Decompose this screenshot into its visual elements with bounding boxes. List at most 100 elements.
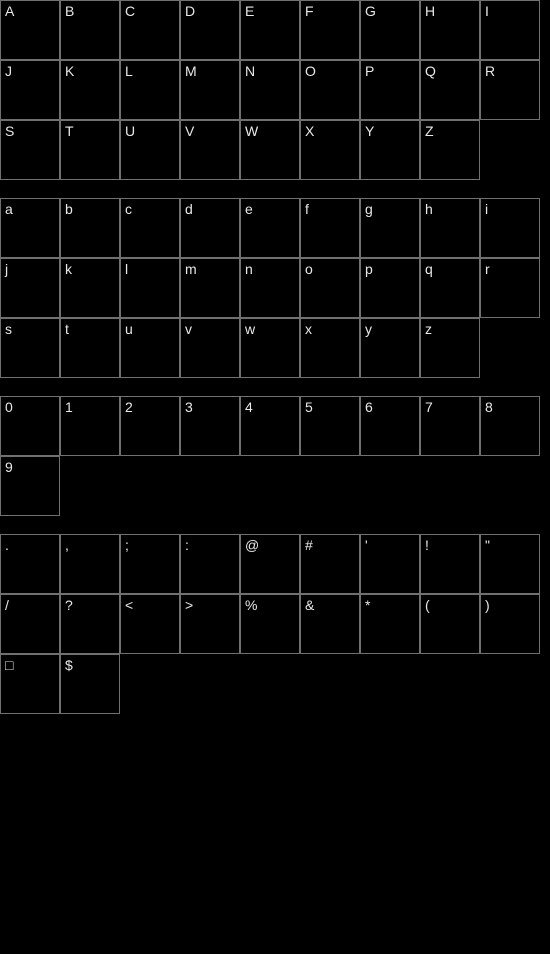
glyph-cell: w (240, 318, 300, 378)
glyph-label: J (5, 64, 12, 78)
glyph-label: e (245, 202, 253, 216)
glyph-cell: Z (420, 120, 480, 180)
glyph-label: y (365, 322, 372, 336)
glyph-cell: h (420, 198, 480, 258)
glyph-cell: n (240, 258, 300, 318)
glyph-cell: 6 (360, 396, 420, 456)
glyph-label: h (425, 202, 433, 216)
glyph-cell: s (0, 318, 60, 378)
glyph-cell: f (300, 198, 360, 258)
glyph-label: f (305, 202, 309, 216)
glyph-cell: Y (360, 120, 420, 180)
glyph-label: O (305, 64, 316, 78)
glyph-cell: g (360, 198, 420, 258)
glyph-label: Y (365, 124, 374, 138)
glyph-cell: H (420, 0, 480, 60)
glyph-label: ! (425, 538, 429, 552)
glyph-cell: 3 (180, 396, 240, 456)
glyph-cell: ? (60, 594, 120, 654)
glyph-cell: e (240, 198, 300, 258)
glyph-label: u (125, 322, 133, 336)
glyph-cell: X (300, 120, 360, 180)
glyph-cell: F (300, 0, 360, 60)
glyph-cell: : (180, 534, 240, 594)
glyph-grid: ABCDEFGHIJKLMNOPQRSTUVWXYZ (0, 0, 540, 180)
glyph-label: . (5, 538, 9, 552)
glyph-cell: R (480, 60, 540, 120)
glyph-label: B (65, 4, 74, 18)
glyph-label: ; (125, 538, 129, 552)
glyph-label: m (185, 262, 197, 276)
glyph-label: 4 (245, 400, 253, 414)
glyph-label: > (185, 598, 193, 612)
glyph-label: j (5, 262, 8, 276)
section-digits: 0 1 2 34 567 8 9 (0, 396, 550, 516)
glyph-cell: J (0, 60, 60, 120)
glyph-label: d (185, 202, 193, 216)
glyph-label: H (425, 4, 435, 18)
glyph-label: V (185, 124, 194, 138)
glyph-cell: 8 (480, 396, 540, 456)
glyph-cell: 1 (60, 396, 120, 456)
glyph-cell: * (360, 594, 420, 654)
glyph-label: z (425, 322, 432, 336)
glyph-label: " (485, 538, 490, 552)
glyph-cell: A (0, 0, 60, 60)
glyph-label: : (185, 538, 189, 552)
glyph-cell: 2 (120, 396, 180, 456)
glyph-cell: < (120, 594, 180, 654)
glyph-cell: ; (120, 534, 180, 594)
glyph-label: N (245, 64, 255, 78)
glyph-label: A (5, 4, 14, 18)
glyph-cell: $ (60, 654, 120, 714)
glyph-cell: j (0, 258, 60, 318)
glyph-label: G (365, 4, 376, 18)
glyph-label: & (305, 598, 314, 612)
glyph-cell: , (60, 534, 120, 594)
glyph-label: M (185, 64, 197, 78)
glyph-cell: u (120, 318, 180, 378)
glyph-label: 2 (125, 400, 133, 414)
glyph-label: 0 (5, 400, 13, 414)
glyph-label: 7 (425, 400, 433, 414)
glyph-label: 1 (65, 400, 73, 414)
glyph-label: l (125, 262, 128, 276)
glyph-label: s (5, 322, 12, 336)
glyph-label: Z (425, 124, 434, 138)
glyph-grid: 0 1 2 34 567 8 9 (0, 396, 540, 516)
glyph-cell: ) (480, 594, 540, 654)
glyph-cell: U (120, 120, 180, 180)
glyph-label: ' (365, 538, 368, 552)
glyph-label: R (485, 64, 495, 78)
glyph-cell: 5 (300, 396, 360, 456)
glyph-cell: z (420, 318, 480, 378)
glyph-label: x (305, 322, 312, 336)
glyph-cell: " (480, 534, 540, 594)
glyph-cell: 4 (240, 396, 300, 456)
glyph-cell: B (60, 0, 120, 60)
glyph-cell: D (180, 0, 240, 60)
glyph-label: ) (485, 598, 490, 612)
glyph-cell: # (300, 534, 360, 594)
glyph-cell: q (420, 258, 480, 318)
section-uppercase: ABCDEFGHIJKLMNOPQRSTUVWXYZ (0, 0, 550, 180)
glyph-label: U (125, 124, 135, 138)
glyph-cell: N (240, 60, 300, 120)
glyph-label: 9 (5, 460, 13, 474)
glyph-cell: Q (420, 60, 480, 120)
glyph-cell: . (0, 534, 60, 594)
glyph-label: □ (5, 658, 13, 672)
glyph-cell: o (300, 258, 360, 318)
glyph-label: g (365, 202, 373, 216)
glyph-cell: c (120, 198, 180, 258)
glyph-cell: r (480, 258, 540, 318)
glyph-label: F (305, 4, 314, 18)
glyph-label: w (245, 322, 255, 336)
glyph-cell: @ (240, 534, 300, 594)
glyph-label: W (245, 124, 258, 138)
glyph-cell: 7 (420, 396, 480, 456)
glyph-cell: p (360, 258, 420, 318)
glyph-cell: k (60, 258, 120, 318)
glyph-label: < (125, 598, 133, 612)
glyph-label: T (65, 124, 74, 138)
